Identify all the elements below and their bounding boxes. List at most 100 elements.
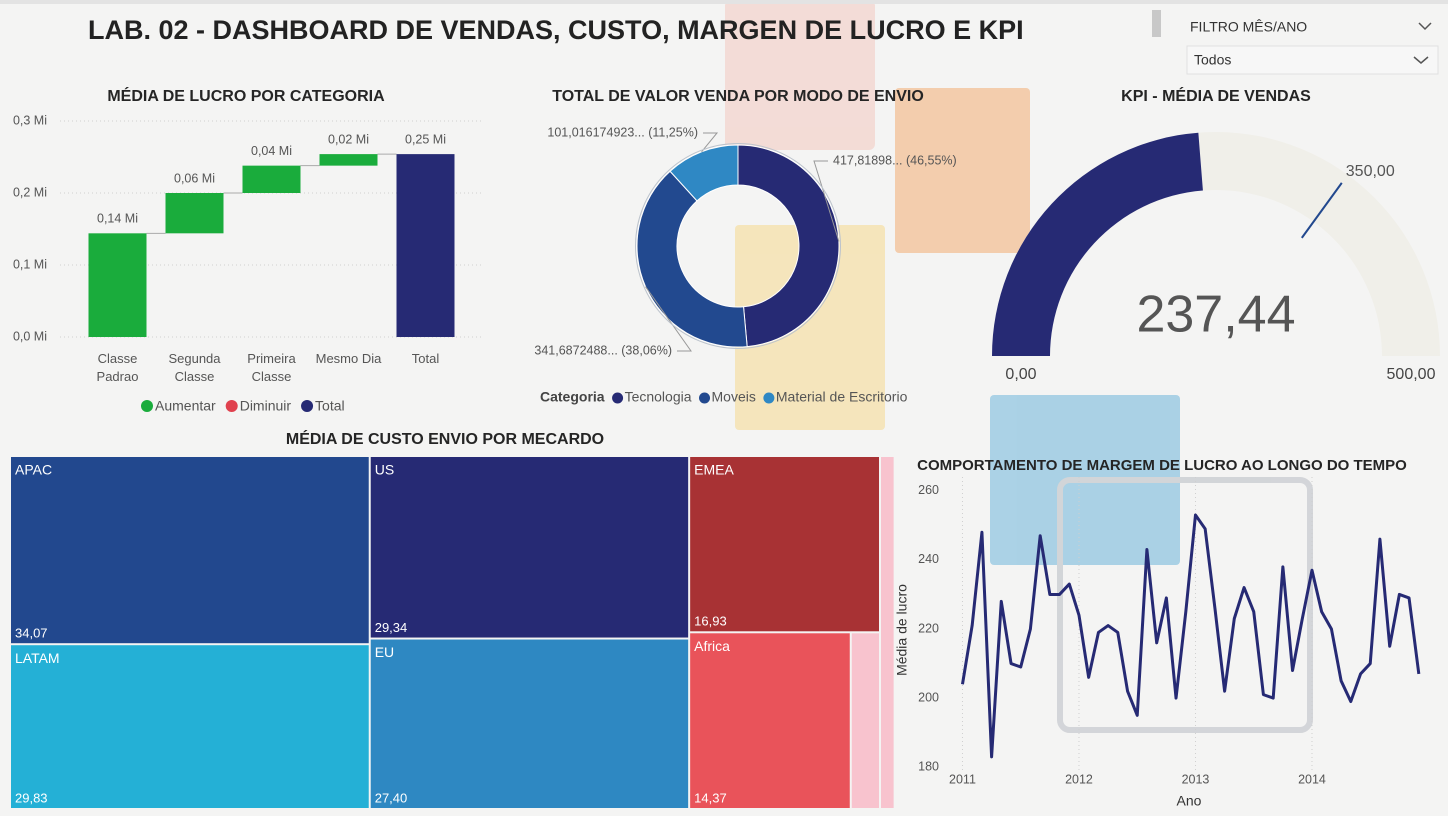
- x-tick-label: 2013: [1182, 772, 1210, 786]
- gauge-value: [992, 132, 1203, 356]
- x-tick-label: 2014: [1298, 772, 1326, 786]
- data-label: 0,14 Mi: [97, 212, 138, 226]
- y-tick-label: 220: [918, 621, 939, 635]
- x-axis-title: Ano: [1177, 793, 1202, 809]
- data-label: 417,81898... (46,55%): [833, 153, 957, 167]
- chevron: [1418, 22, 1432, 31]
- toolbar-edge: [0, 0, 1448, 4]
- bar: [396, 154, 455, 337]
- tile-label: Africa: [694, 638, 730, 654]
- y-tick-label: 0,1 Mi: [13, 257, 47, 271]
- y-tick-label: 0,3 Mi: [13, 113, 47, 127]
- treemap-tile: [690, 457, 879, 632]
- treemap-tile: [11, 457, 369, 644]
- x-tick-label: Mesmo Dia: [315, 351, 382, 366]
- tile-value: 14,37: [694, 790, 727, 805]
- x-tick-label: Total: [411, 351, 440, 366]
- decor: [895, 88, 1030, 253]
- legend-swatch: [301, 400, 314, 412]
- donut-slice: [636, 170, 748, 348]
- tile-value: 27,40: [375, 790, 408, 805]
- tile-value: 34,07: [15, 626, 48, 641]
- dashboard-title: LAB. 02 - DASHBOARD DE VENDAS, CUSTO, MA…: [88, 15, 1024, 45]
- y-tick-label: 200: [918, 690, 939, 704]
- decor: [1057, 477, 1313, 733]
- y-tick-label: 180: [918, 759, 939, 773]
- legend-label: Diminuir: [240, 398, 292, 414]
- legend-swatch: [612, 392, 624, 404]
- y-tick-label: 240: [918, 552, 939, 566]
- x-tick-label: Segunda Classe: [168, 351, 221, 384]
- legend-label: Material de Escritorio: [776, 389, 908, 405]
- legend-swatch: [763, 392, 775, 404]
- gauge-tick-label: 0,00: [1005, 366, 1036, 383]
- legend-label: Aumentar: [155, 398, 216, 414]
- chevron: [1413, 56, 1429, 64]
- tile-label: EU: [375, 644, 394, 660]
- legend-swatch: [225, 400, 238, 412]
- treemap-tile: [690, 633, 850, 808]
- y-tick-label: 260: [918, 483, 939, 497]
- y-axis-title: Média de lucro: [894, 584, 910, 676]
- chart-title: KPI - MÉDIA DE VENDAS: [1121, 86, 1311, 105]
- x-tick-label: Classe Padrao: [96, 351, 139, 384]
- bar: [165, 193, 224, 234]
- tile-label: LATAM: [15, 650, 60, 666]
- filter-dropdown[interactable]: Todos: [1186, 45, 1439, 75]
- bar: [319, 154, 378, 166]
- legend-label: Tecnologia: [625, 389, 692, 405]
- target-label: 350,00: [1346, 163, 1395, 180]
- treemap-tile: [370, 457, 689, 638]
- data-label: 0,25 Mi: [405, 132, 446, 146]
- treemap-tile: [11, 645, 369, 808]
- x-tick-label: 2011: [949, 772, 976, 786]
- bar: [242, 165, 301, 193]
- chart-title: MÉDIA DE CUSTO ENVIO POR MECARDO: [286, 429, 604, 448]
- leader-line: [645, 286, 692, 352]
- data-label: 101,016174923... (11,25%): [547, 125, 698, 139]
- tile-label: APAC: [15, 462, 52, 478]
- chart-title: MÉDIA DE LUCRO POR CATEGORIA: [107, 86, 385, 105]
- chart-title: TOTAL DE VALOR VENDA POR MODO DE ENVIO: [552, 88, 924, 105]
- donut-slice: [737, 144, 840, 348]
- treemap-tile: [370, 639, 689, 808]
- gauge-value-label: 237,44: [1136, 286, 1295, 344]
- legend-label: Moveis: [712, 389, 756, 405]
- y-tick-label: 0,2 Mi: [13, 185, 47, 199]
- tile-label: US: [375, 462, 394, 478]
- legend-swatch: [141, 400, 153, 412]
- scroll-thumb: [1152, 10, 1161, 37]
- y-tick-label: 0,0 Mi: [13, 329, 47, 343]
- decor: [725, 0, 875, 150]
- data-label: 0,06 Mi: [174, 171, 215, 185]
- legend-title: Categoria: [540, 389, 605, 405]
- chart-title: COMPORTAMENTO DE MARGEM DE LUCRO AO LONG…: [917, 457, 1407, 474]
- tile-value: 29,34: [375, 620, 408, 635]
- donut-slice: [669, 144, 739, 202]
- x-tick-label: Primeira Classe: [247, 351, 296, 384]
- gauge-tick-label: 500,00: [1387, 366, 1436, 383]
- filter-value[interactable]: Todos: [1194, 52, 1231, 68]
- bar: [88, 233, 147, 337]
- donut-rim: [635, 143, 841, 349]
- legend-label: Total: [315, 398, 345, 414]
- dropdown-box[interactable]: [1186, 45, 1439, 75]
- line-series: [960, 513, 1421, 759]
- data-label: 0,04 Mi: [251, 144, 292, 158]
- data-label: 0,02 Mi: [328, 132, 369, 146]
- treemap-tile: [881, 457, 894, 808]
- filter-label: FILTRO MÊS/ANO: [1190, 19, 1307, 35]
- leader-line: [813, 160, 840, 242]
- treemap-tile: [851, 633, 879, 808]
- legend-swatch: [699, 392, 711, 404]
- tile-label: EMEA: [694, 462, 734, 478]
- leader-line: [701, 132, 719, 153]
- x-tick-label: 2012: [1065, 772, 1093, 786]
- target-line: [1301, 182, 1343, 239]
- background-art: [725, 0, 1313, 733]
- data-label: 341,6872488... (38,06%): [534, 343, 672, 357]
- tile-value: 16,93: [694, 614, 727, 629]
